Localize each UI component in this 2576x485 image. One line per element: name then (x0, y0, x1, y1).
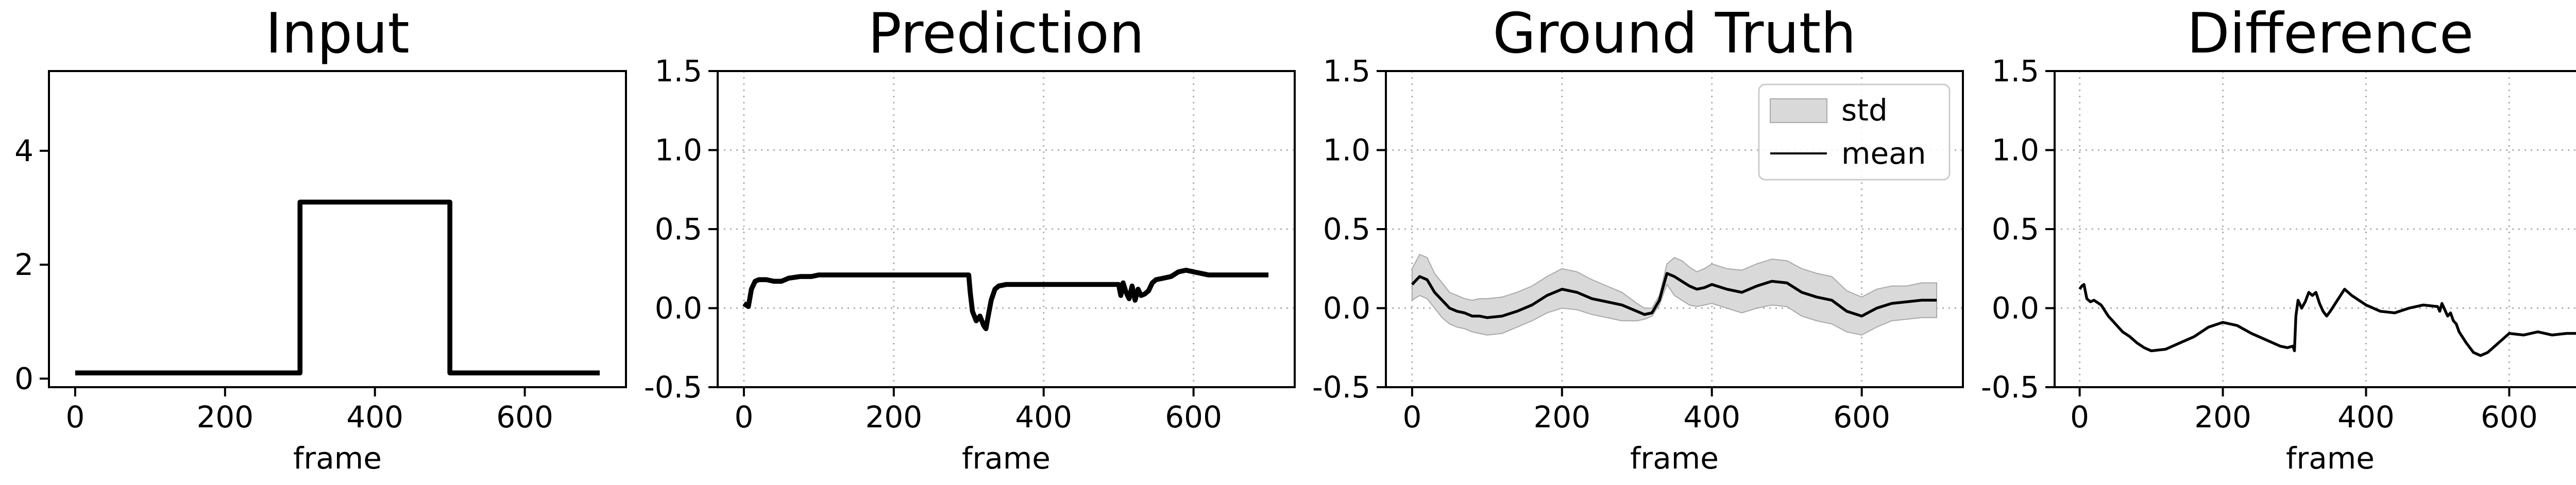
y-tick-label: -0.5 (644, 370, 702, 405)
y-tick-label: 4 (14, 133, 33, 168)
chart-panel-2: 0 200 400 600 -0.5 0.0 0.5 1.0 1.5 Ground Truth fr… (1312, 2, 1964, 476)
x-axis-label: frame (1630, 441, 1719, 476)
y-tick-label: 2 (14, 247, 33, 282)
x-tick-label: 600 (1165, 400, 1222, 435)
x-axis-label: frame (962, 441, 1050, 476)
x-tick-label: 200 (196, 400, 253, 435)
y-tick-label: 0.0 (1992, 291, 2039, 326)
chart-panel-0: 0 200 400 600 0 2 4 Input frame (14, 2, 627, 476)
y-tick-label: 1.5 (1992, 54, 2039, 89)
series-line (2078, 283, 2576, 357)
chart-title: Input (265, 2, 410, 66)
x-tick-label: 600 (496, 400, 553, 435)
y-tick-label: 1.0 (655, 133, 702, 168)
y-tick-label: 0.5 (1323, 212, 1370, 247)
chart-panel-3: 0 200 400 600 -0.5 0.0 0.5 1.0 1.5 Difference fram… (1981, 2, 2576, 476)
chart-title: Ground Truth (1493, 2, 1856, 66)
mean-line (1411, 272, 1937, 319)
y-tick-label: 1.0 (1992, 133, 2039, 168)
x-axis-label: frame (2286, 441, 2375, 476)
y-tick-label: 1.5 (1323, 54, 1370, 89)
legend-std-label: std (1841, 93, 1888, 128)
y-tick-label: -0.5 (1981, 370, 2039, 405)
y-tick-label: 0.5 (655, 212, 702, 247)
chart-title: Difference (2187, 2, 2474, 66)
x-tick-label: 0 (65, 400, 84, 435)
legend-mean-label: mean (1841, 136, 1926, 171)
y-tick-label: 0.0 (655, 291, 702, 326)
x-tick-label: 0 (2070, 400, 2089, 435)
x-tick-label: 200 (2194, 400, 2251, 435)
y-tick-label: 1.0 (1323, 133, 1370, 168)
y-tick-label: -0.5 (1312, 370, 1370, 405)
x-tick-label: 200 (1533, 400, 1590, 435)
series-line (75, 199, 600, 376)
y-tick-label: 0.0 (1323, 291, 1370, 326)
x-tick-label: 200 (865, 400, 922, 435)
axes-frame (48, 70, 627, 388)
std-band (1411, 253, 1938, 336)
x-axis-label: frame (293, 441, 382, 476)
y-tick-label: 1.5 (655, 54, 702, 89)
chart-title: Prediction (868, 2, 1145, 66)
x-tick-label: 0 (734, 400, 753, 435)
y-tick-label: 0 (14, 361, 33, 396)
x-tick-label: 400 (2337, 400, 2395, 435)
x-tick-label: 600 (2481, 400, 2538, 435)
series-line (742, 268, 1269, 332)
x-tick-label: 400 (1683, 400, 1740, 435)
y-tick-label: 0.5 (1992, 212, 2039, 247)
x-tick-label: 400 (346, 400, 403, 435)
legend-std-swatch (1770, 98, 1827, 123)
chart-panel-1: 0 200 400 600 -0.5 0.0 0.5 1.0 1.5 Prediction fram… (644, 2, 1296, 476)
x-tick-label: 400 (1015, 400, 1072, 435)
x-tick-label: 0 (1402, 400, 1421, 435)
x-tick-label: 600 (1833, 400, 1890, 435)
